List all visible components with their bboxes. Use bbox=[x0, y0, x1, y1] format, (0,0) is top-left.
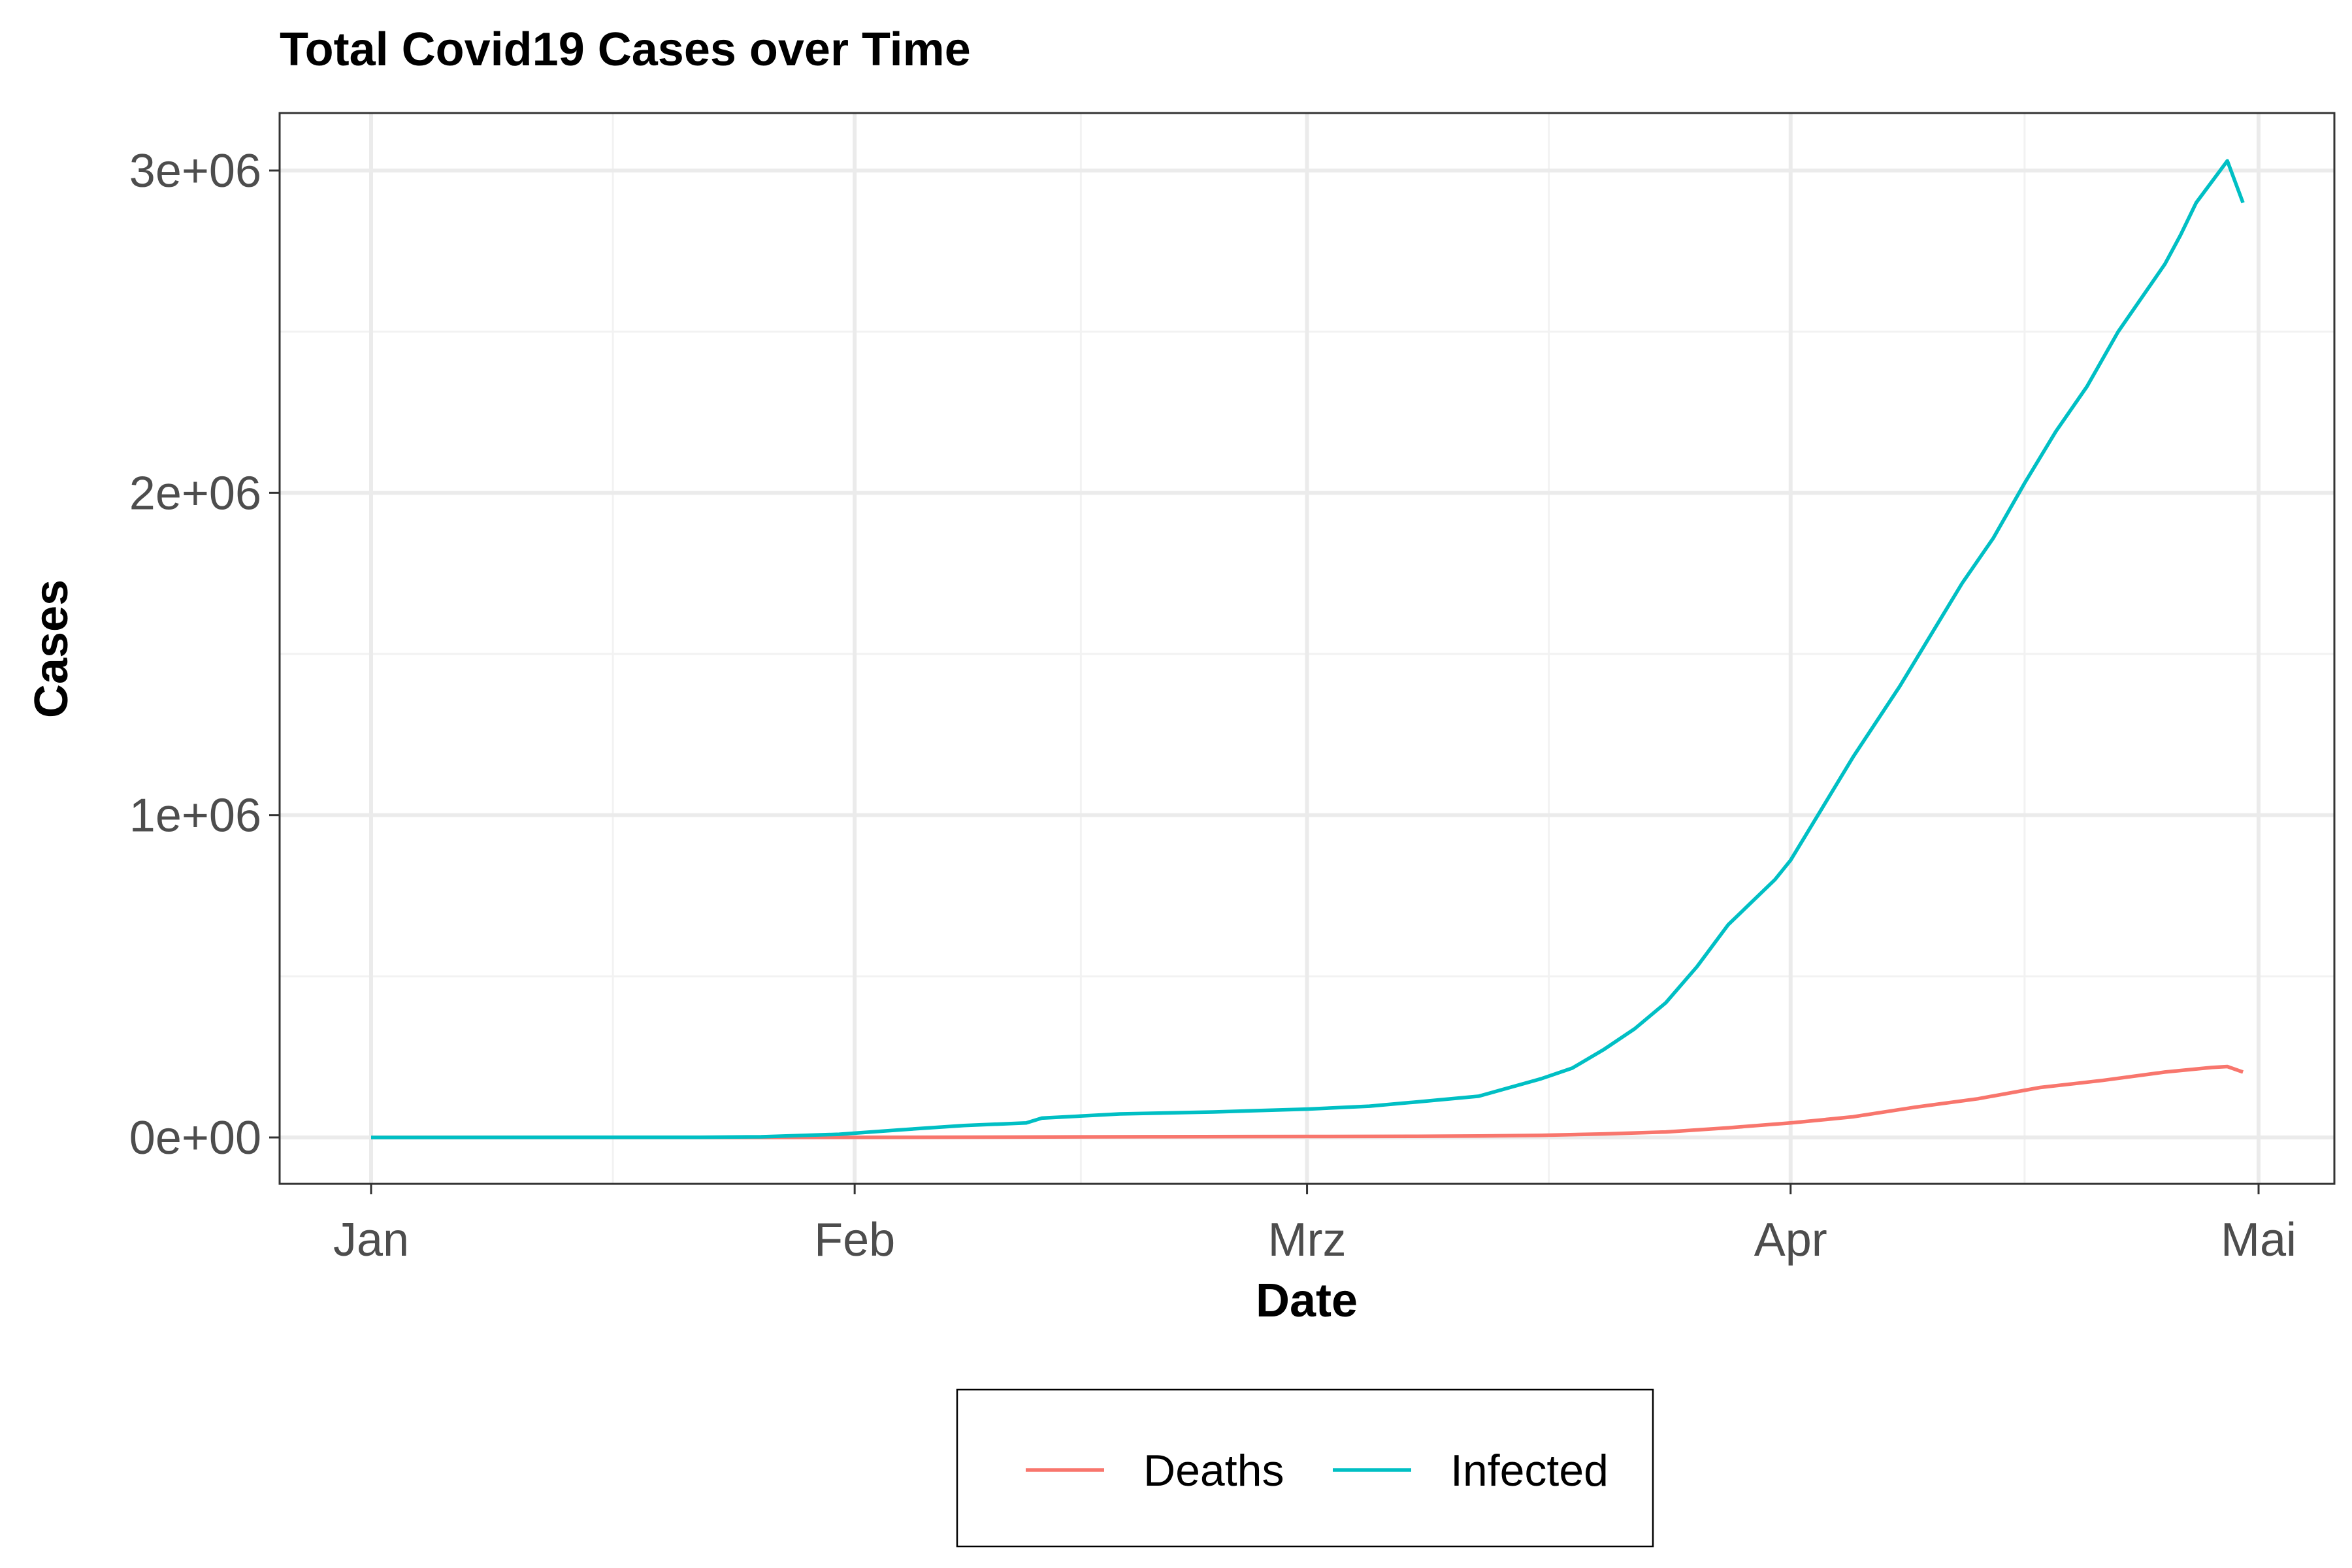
legend: Deaths Infected bbox=[956, 1388, 1654, 1548]
x-tick-label: Apr bbox=[1754, 1214, 1827, 1266]
series-line-deaths bbox=[371, 1064, 2244, 1139]
y-tick-label: 0e+00 bbox=[129, 1112, 261, 1164]
x-axis: Jan Feb Mrz Apr Mai bbox=[333, 1184, 2296, 1266]
y-tick-label: 1e+06 bbox=[129, 790, 261, 842]
x-tick-label: Mrz bbox=[1268, 1214, 1347, 1266]
y-axis: 0e+00 1e+06 2e+06 3e+06 bbox=[129, 145, 280, 1164]
x-tick-label: Feb bbox=[814, 1214, 895, 1266]
y-axis-title: Cases bbox=[25, 580, 78, 718]
series-line-infected bbox=[370, 159, 2245, 1139]
x-axis-title: Date bbox=[1256, 1275, 1358, 1327]
chart-title: Total Covid19 Cases over Time bbox=[280, 24, 971, 76]
plot-panel bbox=[278, 112, 2336, 1185]
x-tick-label: Mai bbox=[2221, 1214, 2296, 1266]
series-layer bbox=[370, 159, 2245, 1139]
y-tick-label: 3e+06 bbox=[129, 145, 261, 197]
y-tick-label: 2e+06 bbox=[129, 467, 261, 519]
x-tick-label: Jan bbox=[333, 1214, 409, 1266]
legend-label-infected: Infected bbox=[1450, 1446, 1609, 1495]
legend-label-deaths: Deaths bbox=[1143, 1446, 1284, 1495]
legend-box bbox=[956, 1388, 1654, 1548]
